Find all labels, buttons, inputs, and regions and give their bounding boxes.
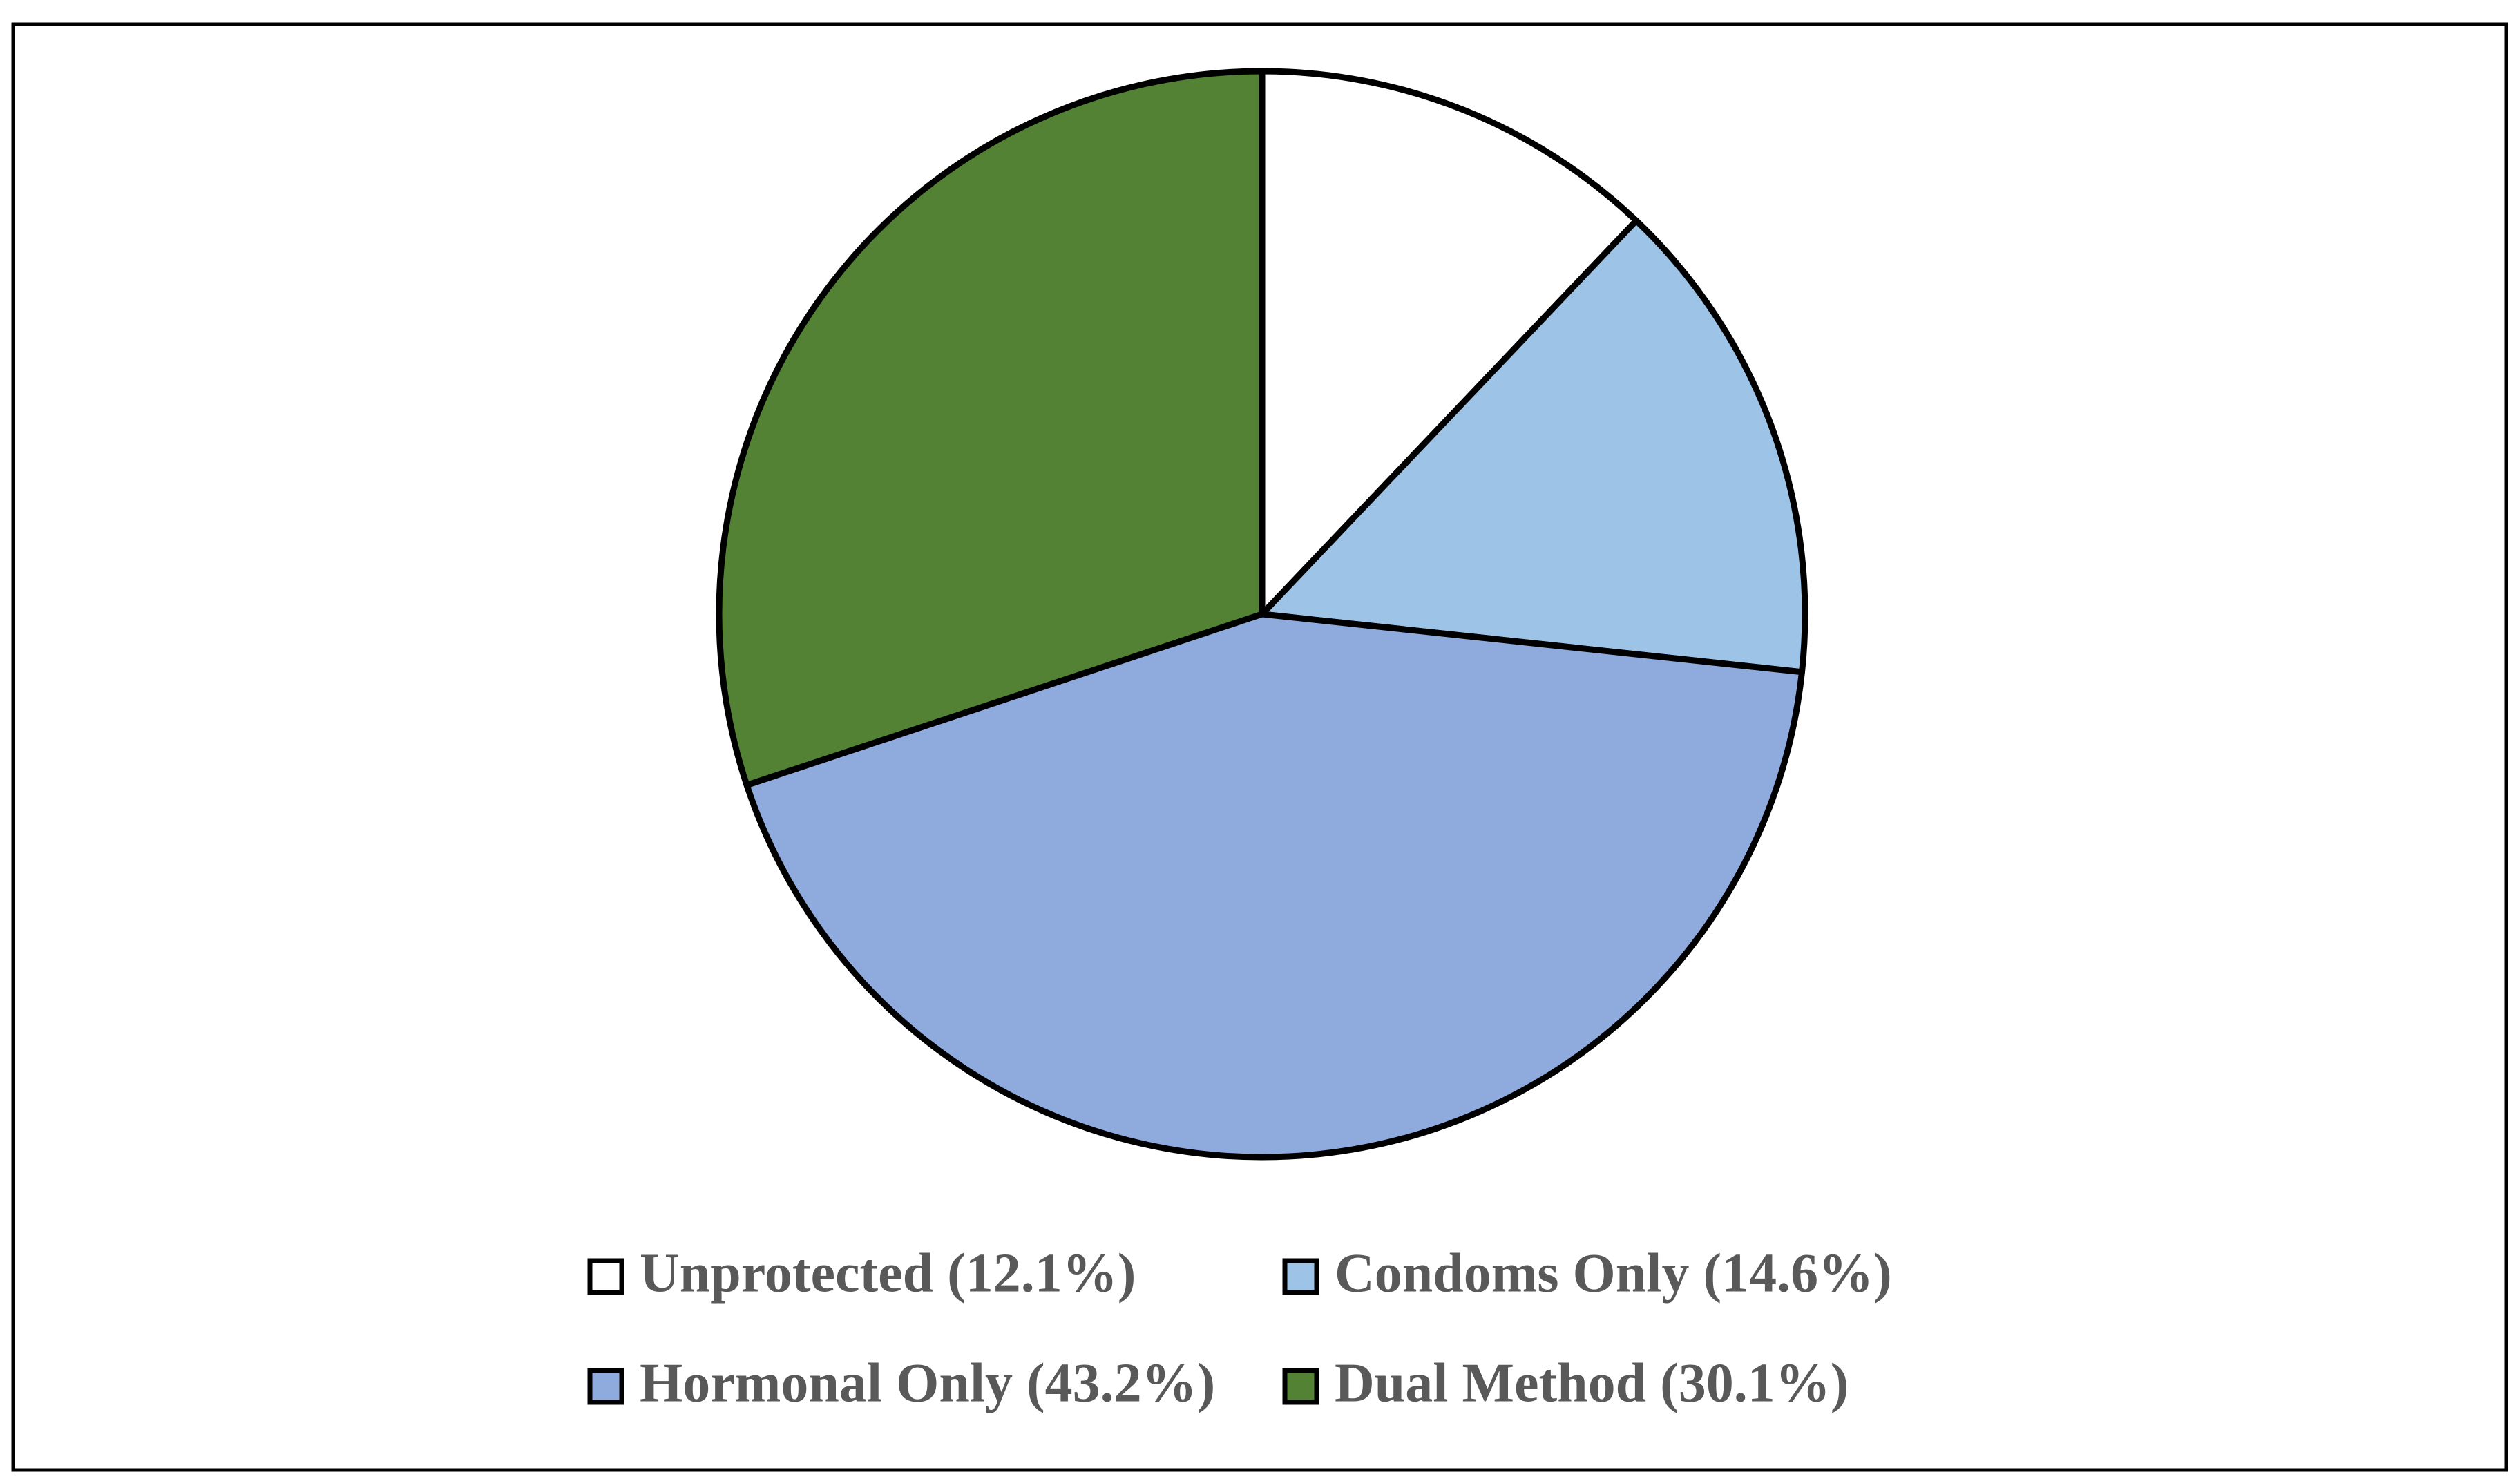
legend-label: Hormonal Only (43.2%) bbox=[640, 1353, 1215, 1413]
legend-swatch bbox=[1282, 1258, 1319, 1295]
legend-swatch bbox=[1282, 1368, 1319, 1405]
pie-slice bbox=[1259, 68, 1640, 618]
legend-label: Unprotected (12.1%) bbox=[640, 1243, 1136, 1304]
legend-label: Condoms Only (14.6%) bbox=[1335, 1243, 1892, 1304]
pie-slice bbox=[1259, 217, 1808, 676]
legend-swatch bbox=[587, 1368, 624, 1405]
pie-slice bbox=[716, 68, 1266, 789]
legend-label: Dual Method (30.1%) bbox=[1335, 1353, 1849, 1413]
legend-swatch bbox=[587, 1258, 624, 1295]
pie-slice bbox=[743, 611, 1806, 1161]
